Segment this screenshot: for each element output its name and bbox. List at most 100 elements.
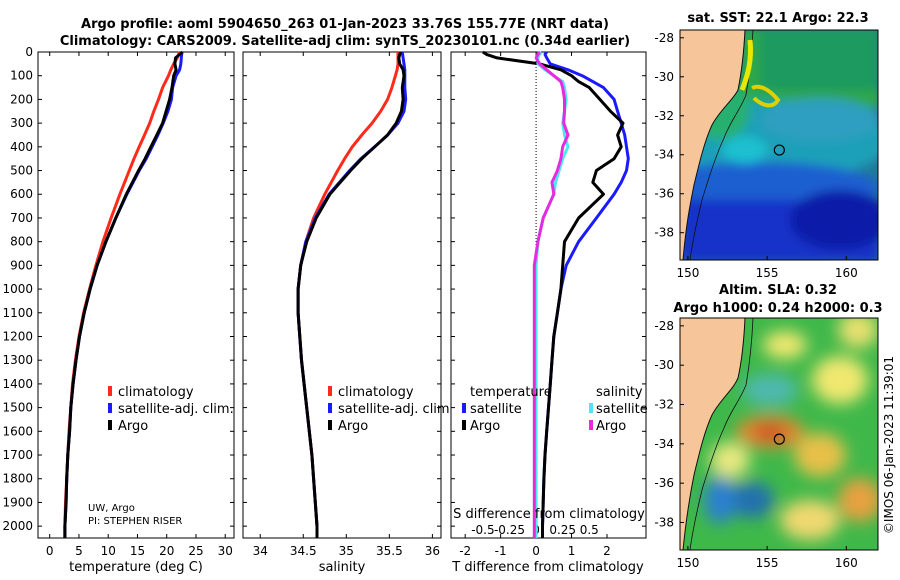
temperature-panel: 0100200300400500600700800900100011001200… (2, 45, 235, 575)
salinity-series (296, 51, 408, 538)
depth-axis: 0 100 200 300 400 500 600 700 800 900 1000 1100 1200… (2, 45, 234, 533)
map-y-tick-label: -38 (654, 515, 674, 529)
legend-swatch-sal-argo (589, 420, 593, 430)
series-line-argo (63, 50, 184, 538)
warm-eddy-band (751, 84, 781, 108)
series-line-temperature-argo (482, 50, 625, 538)
series-line-argo (296, 51, 406, 538)
x-tick-label: 0 (46, 544, 54, 558)
temperature-x-axis: 0 5 10 15 20 25 30 (46, 52, 233, 558)
legend-argo: Argo (118, 419, 148, 434)
x-tick-label: 15 (130, 544, 145, 558)
x-tick-label: 34.5 (290, 544, 317, 558)
coastline (682, 318, 746, 550)
temperature-axes-box (37, 51, 235, 539)
depth-tick-label: 1000 (2, 282, 33, 296)
map-y-tick-label: -36 (654, 187, 674, 201)
sla-map-frame (679, 317, 879, 551)
salinity-x-axis: 34 34.5 35 35.5 36 (253, 52, 440, 558)
depth-tick-label: 600 (10, 187, 33, 201)
temperature-xlabel: temperature (deg C) (69, 560, 203, 575)
depth-tick-label: 1300 (2, 353, 33, 367)
depth-tick-label: 1900 (2, 495, 33, 509)
depth-tick-label: 1600 (2, 424, 33, 438)
x-tick-label: 5 (75, 544, 83, 558)
sst-map-title: sat. SST: 22.1 Argo: 22.3 (687, 11, 868, 26)
warm-current-band (739, 39, 753, 91)
map-y-tick-label: -30 (654, 358, 674, 372)
map-y-tick-label: -32 (654, 398, 674, 412)
timestamp-credit: ©IMOS 06-Jan-2023 11:39:01 (882, 356, 896, 534)
x-tick-label: 35 (339, 544, 354, 558)
difference-panel: -2 -1 0 1 2-0.5 -0.25 0.25 0.50 T difference fr… (450, 50, 648, 575)
t-difference-xlabel: T difference from climatology (451, 560, 644, 575)
legend-swatch-climatology (328, 386, 332, 396)
s-difference-xlabel: S difference from climatology (453, 507, 645, 522)
s-tick-label: -0.25 (494, 523, 525, 537)
map-x-tick-label: 150 (676, 266, 699, 280)
legend-satellite-adj: satellite-adj. clim. (118, 402, 234, 417)
legend-temp-satellite: satellite (470, 402, 522, 417)
sla-map-title-line2: Argo h1000: 0.24 h2000: 0.3 (673, 301, 882, 316)
legend-sal-argo: Argo (596, 419, 626, 434)
x-tick-label: -1 (495, 544, 507, 558)
figure-title-line2: Climatology: CARS2009. Satellite-adj cli… (60, 34, 630, 49)
map-y-tick-label: -34 (654, 148, 674, 162)
legend-argo: Argo (338, 419, 368, 434)
depth-tick-label: 2000 (2, 519, 33, 533)
temperature-series (63, 50, 184, 538)
float-position-marker (773, 144, 785, 156)
depth-tick-label: 1400 (2, 377, 33, 391)
depth-tick-label: 200 (10, 92, 33, 106)
legend-swatch-argo (328, 420, 332, 430)
x-tick-label: 10 (101, 544, 116, 558)
x-tick-label: 30 (218, 544, 233, 558)
x-tick-label: 0 (532, 544, 540, 558)
figure-title-line1: Argo profile: aoml 5904650_263 01-Jan-20… (81, 17, 609, 32)
sst-map-frame (679, 29, 879, 261)
depth-tick-label: 900 (10, 258, 33, 272)
depth-tick-label: 1700 (2, 448, 33, 462)
credits-line1: UW, Argo (88, 503, 135, 514)
s-tick-label: 0.25 (549, 523, 576, 537)
difference-axes-box (450, 51, 647, 539)
map-y-tick-label: -30 (654, 70, 674, 84)
difference-series (482, 50, 630, 538)
legend-swatch-satellite-adj (328, 403, 332, 413)
credits-line2: PI: STEPHEN RISER (88, 516, 182, 527)
sst-map-image (680, 30, 878, 260)
legend-sal-satellite: satellite (596, 402, 648, 417)
map-x-tick-label: 160 (835, 556, 858, 570)
depth-tick-label: 800 (10, 235, 33, 249)
legend-swatch-satellite-adj (108, 403, 112, 413)
depth-tick-label: 700 (10, 211, 33, 225)
legend-swatch-temp-argo (462, 420, 466, 430)
sla-map-title-line1: Altim. SLA: 0.32 (719, 283, 837, 298)
s-tick-label: -0.5 (471, 523, 494, 537)
x-tick-label: 20 (159, 544, 174, 558)
salinity-legend: climatology satellite-adj. clim. Argo (328, 385, 454, 434)
x-tick-label: 1 (568, 544, 576, 558)
depth-tick-label: 1200 (2, 329, 33, 343)
legend-header-temperature: temperature (470, 385, 552, 400)
depth-tick-label: 300 (10, 116, 33, 130)
land-mask (680, 318, 745, 550)
land-mask (680, 30, 745, 260)
legend-swatch-temp-satellite (462, 403, 466, 413)
depth-tick-label: 400 (10, 140, 33, 154)
depth-tick-label: 1100 (2, 306, 33, 320)
difference-x-axis: -2 -1 0 1 2-0.5 -0.25 0.25 0.50 (459, 52, 611, 558)
legend-swatch-sal-satellite (589, 403, 593, 413)
x-tick-label: 35.5 (376, 544, 403, 558)
depth-tick-label: 0 (25, 45, 33, 59)
legend-header-salinity: salinity (596, 385, 643, 400)
x-tick-label: 25 (188, 544, 203, 558)
legend-climatology: climatology (118, 385, 194, 400)
salinity-axes-box (242, 51, 442, 539)
sst-map-panel: sat. SST: 22.1 Argo: 22.3 150 155 160-28- (654, 11, 879, 280)
sla-map-image (680, 318, 878, 550)
depth-tick-label: 1500 (2, 401, 33, 415)
salinity-xlabel: salinity (319, 560, 366, 575)
x-tick-label: 36 (425, 544, 440, 558)
map-x-tick-label: 155 (756, 556, 779, 570)
